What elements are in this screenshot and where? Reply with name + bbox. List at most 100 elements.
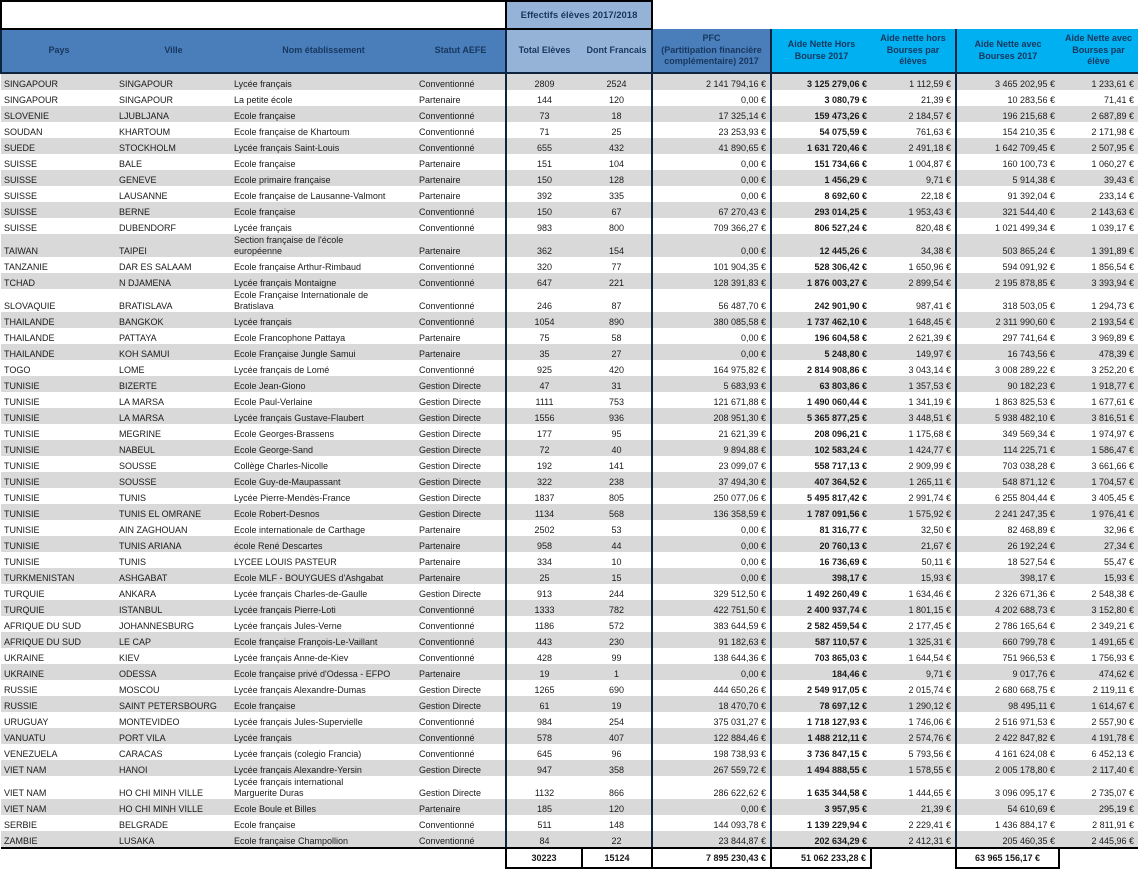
cell-dont-francais: 120 [608, 94, 625, 105]
cell-statut: Gestion Directe [419, 684, 482, 695]
col-header-aide-hors-par-eleve: Aide nette hors Bourses par élèves [871, 29, 958, 74]
cell-pays: TUNISIE [4, 556, 40, 567]
cell-ville: NABEUL [119, 444, 156, 455]
cell-pays: UKRAINE [4, 668, 45, 679]
cell-total-eleves: 511 [505, 815, 582, 831]
cell-aide-hors-bourse: 3 080,79 € [824, 94, 868, 105]
table-row: TAIWAN TAIPEI Section française de l'éco… [1, 234, 1138, 257]
cell-aide-hors-bourse: 78 697,12 € [819, 700, 868, 711]
cell-aide-avec-par-eleve: 1 233,61 € [1059, 73, 1138, 90]
cell-aide-hors-bourse: 81 316,77 € [819, 524, 868, 535]
cell-statut: Conventionné [419, 110, 475, 121]
cell-pfc: 9 894,88 € [651, 440, 773, 456]
table-row: SUISSE DUBENDORF Lycée français Conventi… [1, 218, 1138, 234]
cell-pays: RUSSIE [4, 700, 38, 711]
table-row: TUNISIE AIN ZAGHOUAN Ecole international… [1, 520, 1138, 536]
cell-etablissement: Ecole française privé d'Odessa - EFPO [234, 668, 391, 679]
cell-pfc: 121 671,88 € [651, 392, 773, 408]
table-row: TUNISIE NABEUL Ecole George-Sand Gestion… [1, 440, 1138, 456]
cell-pays: UKRAINE [4, 652, 45, 663]
cell-ville: LA MARSA [119, 396, 165, 407]
cell-etablissement: Lycée français Anne-de-Kiev [234, 652, 349, 663]
cell-pfc: 0,00 € [651, 328, 773, 344]
cell-aide-hors-par-eleve: 1 634,46 € [871, 584, 958, 600]
cell-etablissement: Section française de l'école européenne [234, 235, 344, 256]
totals-empty-per-eleve [871, 848, 957, 868]
cell-statut: Gestion Directe [419, 764, 482, 775]
cell-total-eleves: 73 [505, 106, 582, 122]
table-row: TUNISIE TUNIS Lycée Pierre-Mendès-France… [1, 488, 1138, 504]
cell-total-eleves: 144 [505, 90, 582, 106]
cell-aide-hors-bourse: 407 364,52 € [814, 476, 868, 487]
cell-total-eleves: 322 [505, 472, 582, 488]
cell-aide-avec-par-eleve: 15,93 € [1059, 568, 1138, 584]
cell-etablissement: Ecole Boule et Billes [234, 803, 317, 814]
cell-ville: MONTEVIDEO [119, 716, 180, 727]
cell-statut: Gestion Directe [419, 492, 482, 503]
table-row: TURKMENISTAN ASHGABAT Ecole MLF - BOUYGU… [1, 568, 1138, 584]
cell-aide-avec-bourses: 4 161 624,08 € [994, 748, 1056, 759]
cell-dont-francais: 358 [608, 764, 625, 775]
cell-statut: Conventionné [419, 142, 475, 153]
cell-aide-hors-par-eleve: 21,67 € [871, 536, 958, 552]
cell-pays: SLOVAQUIE [4, 300, 56, 311]
cell-dont-francais: 805 [608, 492, 625, 503]
table-row: AFRIQUE DU SUD JOHANNESBURG Lycée frança… [1, 616, 1138, 632]
cell-aide-avec-par-eleve: 1 677,61 € [1059, 392, 1138, 408]
cell-dont-francais: 1 [614, 668, 620, 679]
cell-pfc: 17 325,14 € [651, 106, 773, 122]
cell-etablissement: Ecole française Champollion [231, 831, 416, 849]
col-header-aide-avec-bourses: Aide Nette avec Bourses 2017 [956, 29, 1060, 74]
cell-dont-francais: 866 [608, 787, 625, 798]
cell-pfc: 2 141 794,16 € [651, 73, 773, 90]
table-row: RUSSIE SAINT PETERSBOURG Ecole française… [1, 696, 1138, 712]
cell-ville: ANKARA [119, 588, 157, 599]
cell-aide-hors-bourse: 1 488 212,11 € [807, 732, 868, 743]
cell-dont-francais: 572 [608, 620, 625, 631]
cell-aide-avec-par-eleve: 2 735,07 € [1059, 776, 1138, 799]
cell-aide-hors-par-eleve: 1 444,65 € [871, 776, 958, 799]
cell-pays: SINGAPOUR [4, 78, 59, 89]
table-row: SINGAPOUR SINGAPOUR La petite école Part… [1, 90, 1138, 106]
cell-etablissement: Lycée français Saint-Louis [234, 142, 340, 153]
cell-dont-francais: 40 [611, 444, 622, 455]
cell-ville: BANGKOK [119, 316, 164, 327]
cell-total-eleves: 177 [505, 424, 582, 440]
cell-etablissement: Lycée français Alexandre-Yersin [234, 764, 362, 775]
cell-aide-avec-bourses: 154 210,35 € [1002, 126, 1056, 137]
cell-pfc: 208 951,30 € [651, 408, 773, 424]
cell-pays: THAILANDE [4, 316, 55, 327]
cell-etablissement: Ecole française [234, 206, 296, 217]
cell-aide-avec-bourses: 16 743,56 € [1007, 348, 1056, 359]
table-row: TUNISIE BIZERTE Ecole Jean-Giono Gestion… [1, 376, 1138, 392]
cell-aide-avec-par-eleve: 2 143,63 € [1059, 202, 1138, 218]
cell-aide-avec-bourses: 2 311 990,60 € [995, 316, 1056, 327]
cell-pfc: 122 884,46 € [651, 728, 773, 744]
cell-statut: Conventionné [419, 819, 475, 830]
cell-total-eleves: 925 [505, 360, 582, 376]
cell-statut: Partenaire [419, 803, 461, 814]
cell-ville: PATTAYA [119, 332, 157, 343]
cell-pfc: 23 253,93 € [651, 122, 773, 138]
cell-total-eleves: 47 [505, 376, 582, 392]
cell-ville: HO CHI MINH VILLE [119, 803, 204, 814]
cell-aide-avec-bourses: 2 241 247,35 € [994, 508, 1056, 519]
cell-total-eleves: 947 [505, 760, 582, 776]
cell-total-eleves: 392 [505, 186, 582, 202]
cell-dont-francais: 254 [608, 716, 625, 727]
cell-pays: AFRIQUE DU SUD [4, 636, 82, 647]
cell-ville: HANOI [119, 764, 148, 775]
table-row: TUNISIE SOUSSE Collège Charles-Nicolle G… [1, 456, 1138, 472]
cell-ville: TAIPEI [119, 245, 147, 256]
table-row: SUISSE BERNE Ecole française Conventionn… [1, 202, 1138, 218]
cell-aide-hors-bourse: 558 717,13 € [814, 460, 868, 471]
column-header-row: Pays Ville Nom établissement Statut AEFE… [0, 29, 1138, 74]
cell-total-eleves: 428 [505, 648, 582, 664]
cell-ville: BERNE [119, 206, 151, 217]
cell-aide-hors-par-eleve: 1 746,06 € [871, 712, 958, 728]
cell-etablissement: Ecole MLF - BOUYGUES d'Ashgabat [234, 572, 384, 583]
cell-etablissement: Ecole Paul-Verlaine [234, 396, 313, 407]
cell-etablissement: Ecole française François-Le-Vaillant [234, 636, 378, 647]
cell-dont-francais: 77 [611, 261, 622, 272]
table-row: TUNISIE TUNIS LYCEE LOUIS PASTEUR Parten… [1, 552, 1138, 568]
